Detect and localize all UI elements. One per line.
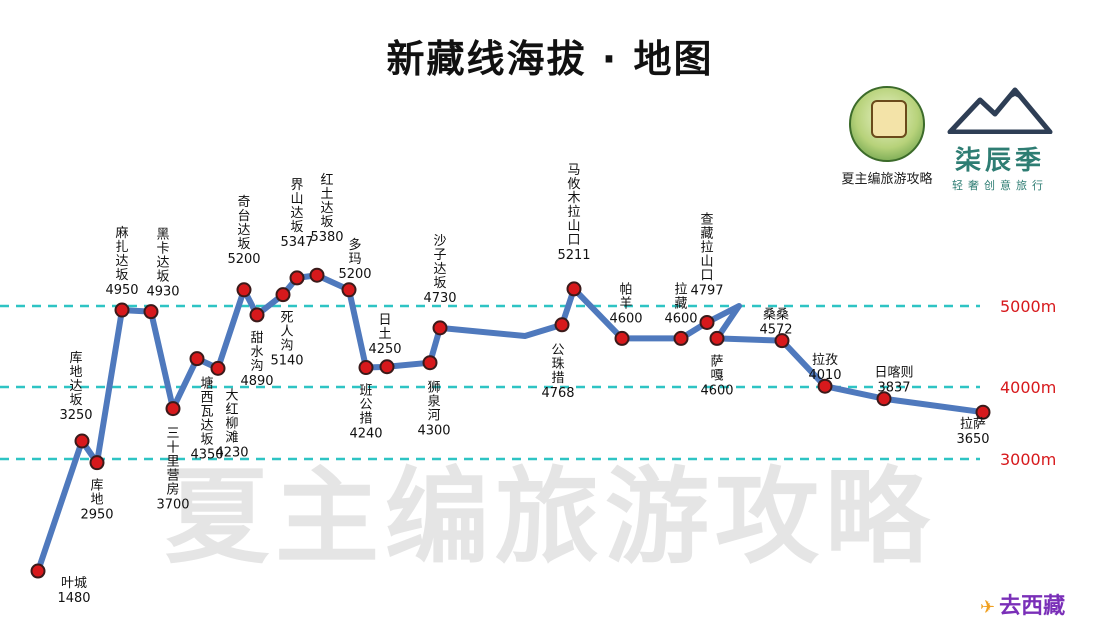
route-stop-label: 甜水沟 4890: [240, 330, 273, 389]
route-stop-label: 马攸木拉山口 5211: [557, 163, 590, 263]
route-stop-label: 麻扎达坂 4950: [105, 226, 138, 298]
qichenji-name: 柒辰季: [954, 146, 1045, 176]
route-stop-label: 沙子达坂 4730: [423, 234, 456, 306]
route-stop-label: 日喀则 3837: [874, 365, 913, 396]
route-stop-label: 查藏拉山口 4797: [690, 212, 723, 298]
route-stop-marker: [379, 359, 395, 375]
route-stop-label: 日土 4250: [368, 313, 401, 357]
route-stop-marker: [554, 317, 570, 333]
quxizang-text: 去西藏: [999, 594, 1066, 619]
route-stop-label: 多玛 5200: [338, 237, 371, 282]
route-stop-marker: [422, 355, 438, 371]
route-stop-label: 萨嘎 4600: [700, 354, 733, 398]
route-stop-marker: [699, 314, 715, 330]
mountain-icon: [947, 87, 1053, 135]
route-stop-marker: [165, 401, 181, 417]
route-stop-label: 帕羊 4600: [609, 282, 642, 326]
route-stop-marker: [358, 360, 374, 376]
route-stop-marker: [74, 433, 90, 449]
xiazhubian-logo: 夏主编旅游攻略: [832, 86, 942, 187]
route-stop-marker: [114, 302, 130, 318]
route-stop-label: 公珠措 4768: [541, 343, 574, 401]
reference-label-5000: 5000m: [1000, 297, 1056, 316]
route-stop-marker: [876, 391, 892, 407]
route-stop-label: 桑桑 4572: [759, 308, 792, 338]
xiazhubian-logo-caption: 夏主编旅游攻略: [841, 172, 933, 187]
route-stop-label: 三十里营房 3700: [156, 427, 189, 513]
route-stop-marker: [817, 378, 833, 394]
route-stop-marker: [143, 304, 159, 320]
route-stop-label: 塘西瓦达坂 4350: [190, 376, 223, 463]
route-stop-marker: [236, 282, 252, 298]
route-stop-label: 库地达坂 3250: [59, 350, 92, 423]
llama-face-icon: [871, 100, 907, 138]
route-stop-label: 班公措 4240: [349, 384, 382, 442]
route-stop-label: 库地 2950: [80, 478, 113, 523]
route-stop-label: 界山达坂 5347: [280, 178, 313, 250]
route-stop-marker: [975, 404, 991, 420]
route-stop-label: 拉孜 4010: [808, 353, 841, 383]
traveler-icon: ✈: [980, 597, 996, 618]
route-stop-marker: [275, 287, 291, 303]
route-stop-marker: [210, 360, 226, 376]
route-line: [35, 272, 986, 575]
llama-badge-icon: [849, 86, 925, 162]
route-stop-label: 红土达坂 5380: [310, 172, 343, 245]
route-stop-marker: [673, 330, 689, 346]
route-stop-label: 拉藏 4600: [664, 282, 697, 326]
route-stop-marker: [289, 270, 305, 286]
route-stop-marker: [249, 307, 265, 323]
route-stop-label: 黑卡达坂 4930: [146, 228, 179, 300]
quxizang-logo: ✈ 去西藏: [980, 588, 1065, 620]
route-stop-label: 拉萨 3650: [956, 417, 989, 447]
route-stop-marker: [341, 282, 357, 298]
qichenji-subtitle: 轻奢创意旅行: [952, 179, 1048, 192]
route-stop-marker: [774, 333, 790, 349]
qichenji-logo: 柒辰季 轻奢创意旅行: [940, 86, 1060, 192]
route-stop-marker: [309, 267, 325, 283]
route-stop-label: 大红柳滩 4230: [215, 388, 248, 460]
route-stop-marker: [30, 563, 46, 579]
reference-label-3000: 3000m: [1000, 450, 1056, 469]
route-stop-label: 狮泉河 4300: [417, 381, 450, 439]
reference-label-4000: 4000m: [1000, 378, 1056, 397]
route-stop-label: 叶城 1480: [57, 576, 90, 606]
page-title: 新藏线海拔 · 地图: [386, 37, 714, 81]
route-stop-marker: [89, 455, 105, 471]
route-stop-marker: [189, 351, 205, 367]
route-stop-label: 死人沟 5140: [270, 311, 303, 369]
route-stop-marker: [709, 330, 725, 346]
route-stop-marker: [432, 320, 448, 336]
route-stop-marker: [566, 281, 582, 297]
route-stop-marker: [614, 330, 630, 346]
route-stop-label: 奇台达坂 5200: [227, 194, 260, 267]
